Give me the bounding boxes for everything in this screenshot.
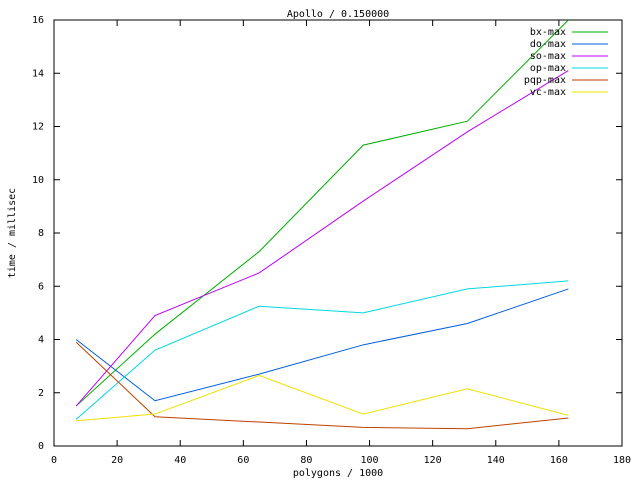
series-line (75, 341, 569, 430)
x-tick-label: 160 (550, 455, 568, 466)
y-tick-label: 14 (32, 68, 44, 79)
y-tick-label: 12 (32, 122, 44, 133)
series-line (75, 288, 569, 402)
x-axis-label: polygons / 1000 (293, 468, 383, 479)
legend-label: do-max (530, 39, 566, 50)
chart-title: Apollo / 0.150000 (287, 9, 389, 20)
legend-label: pqp-max (524, 75, 566, 86)
x-tick-label: 80 (300, 455, 312, 466)
x-tick-label: 40 (174, 455, 186, 466)
x-tick-label: 60 (237, 455, 249, 466)
series-line (75, 70, 569, 407)
y-tick-label: 8 (38, 228, 44, 239)
y-tick-label: 0 (38, 441, 44, 452)
x-tick-label: 20 (111, 455, 123, 466)
y-tick-label: 2 (38, 388, 44, 399)
y-tick-label: 16 (32, 15, 44, 26)
x-tick-label: 120 (424, 455, 442, 466)
series-line (75, 280, 569, 420)
series-line (76, 374, 569, 422)
x-tick-label: 0 (51, 455, 57, 466)
y-axis-label: time / millisec (7, 188, 18, 278)
legend-label: bx-max (530, 27, 566, 38)
legend-label: op-max (530, 63, 566, 74)
legend-label: vc-max (530, 87, 566, 98)
y-tick-label: 4 (38, 335, 44, 346)
x-tick-label: 140 (487, 455, 505, 466)
legend-label: so-max (530, 51, 566, 62)
x-tick-label: 100 (361, 455, 379, 466)
y-tick-label: 6 (38, 281, 44, 292)
x-tick-label: 180 (613, 455, 631, 466)
series-line (75, 19, 569, 407)
y-tick-label: 10 (32, 175, 44, 186)
